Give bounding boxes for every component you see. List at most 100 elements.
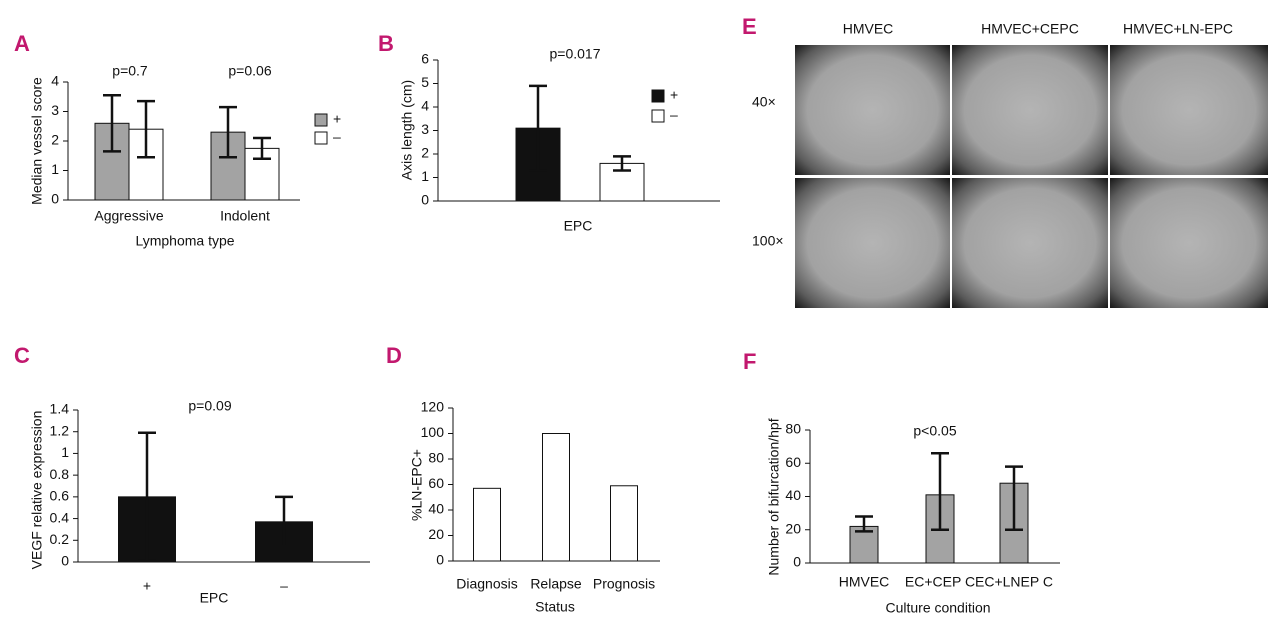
micrograph	[1110, 45, 1268, 175]
y-tick-label: 3	[421, 121, 429, 137]
y-tick-label: 120	[421, 399, 445, 415]
x-tick-label: –	[280, 578, 288, 594]
y-tick-label: 60	[428, 475, 444, 491]
legend-swatch	[314, 113, 328, 127]
panel-letter: A	[14, 31, 30, 56]
y-tick-label: 1.4	[50, 401, 70, 417]
y-axis-label: Median vessel score	[29, 77, 45, 205]
y-tick-label: 60	[785, 454, 801, 470]
y-tick-label: 2	[421, 145, 429, 161]
x-tick-label: EC+LNEP C	[975, 574, 1053, 590]
error-bar	[253, 136, 271, 160]
legend-label: +	[333, 111, 341, 127]
y-tick-label: 0	[51, 191, 59, 207]
y-tick-label: 0	[436, 552, 444, 568]
error-bar	[931, 452, 949, 531]
x-axis-label: EPC	[564, 218, 593, 234]
bar	[542, 433, 570, 562]
annotation: p=0.09	[188, 398, 231, 414]
x-axis-label: EPC	[200, 590, 229, 606]
micrograph	[1110, 178, 1268, 308]
panel-letter: E	[742, 14, 757, 39]
y-tick-label: 4	[51, 73, 59, 89]
error-bar	[275, 495, 293, 549]
legend-swatch	[651, 89, 665, 103]
x-axis-label: Status	[535, 599, 575, 615]
x-tick-label: Aggressive	[94, 208, 163, 224]
column-label: HMVEC+LN-EPC	[1123, 21, 1233, 37]
y-tick-label: 40	[428, 501, 444, 517]
y-tick-label: 100	[421, 424, 445, 440]
bar	[210, 131, 246, 201]
annotation: p=0.7	[112, 63, 148, 79]
y-tick-label: 4	[421, 98, 429, 114]
y-tick-label: 0	[793, 554, 801, 570]
bar	[473, 487, 501, 562]
legend-swatch	[314, 131, 328, 145]
y-tick-label: 1	[421, 168, 429, 184]
bar	[128, 128, 164, 201]
y-tick-label: 0.4	[50, 509, 70, 525]
bar	[610, 485, 638, 562]
x-axis-label: Culture condition	[885, 600, 990, 616]
error-bar	[529, 84, 547, 172]
legend-swatch	[651, 109, 665, 123]
legend-label: –	[333, 129, 341, 145]
error-bar	[138, 431, 156, 563]
panel-letter: C	[14, 343, 30, 368]
y-tick-label: 40	[785, 487, 801, 503]
y-tick-label: 20	[428, 526, 444, 542]
y-tick-label: 5	[421, 74, 429, 90]
y-axis-label: Axis length (cm)	[399, 80, 415, 180]
row-label: 40×	[752, 94, 776, 110]
x-tick-label: Relapse	[530, 576, 582, 592]
error-bar	[613, 155, 631, 172]
legend-label: –	[670, 107, 678, 123]
y-tick-label: 1	[51, 161, 59, 177]
micrograph	[795, 45, 950, 175]
annotation: p<0.05	[913, 423, 956, 439]
y-tick-label: 6	[421, 51, 429, 67]
x-tick-label: HMVEC	[839, 574, 890, 590]
annotation: p=0.06	[228, 63, 271, 79]
micrograph	[952, 178, 1108, 308]
y-tick-label: 2	[51, 132, 59, 148]
x-tick-label: EC+CEP C	[905, 574, 975, 590]
y-tick-label: 0.8	[50, 466, 70, 482]
row-label: 100×	[752, 233, 784, 249]
y-axis-label: %LN-EPC+	[409, 449, 425, 521]
error-bar	[103, 94, 121, 153]
y-tick-label: 80	[428, 450, 444, 466]
y-tick-label: 1	[61, 444, 69, 460]
y-tick-label: 1.2	[50, 422, 70, 438]
x-tick-label: +	[143, 578, 151, 594]
y-tick-label: 0	[421, 192, 429, 208]
y-tick-label: 80	[785, 421, 801, 437]
y-tick-label: 0.2	[50, 531, 70, 547]
x-axis-label: Lymphoma type	[135, 233, 234, 249]
panel-letter: D	[386, 343, 402, 368]
legend-label: +	[670, 87, 678, 103]
column-label: HMVEC+CEPC	[981, 21, 1079, 37]
panel-letter: F	[743, 349, 756, 374]
x-tick-label: Prognosis	[593, 576, 655, 592]
micrograph	[795, 178, 950, 308]
column-label: HMVEC	[843, 21, 894, 37]
y-tick-label: 3	[51, 102, 59, 118]
error-bar	[137, 99, 155, 159]
micrograph-panel: E HMVEC HMVEC+CEPC HMVEC+LN-EPC 40× 100×	[742, 14, 1270, 309]
y-axis-label: Number of bifurcation/hpf	[766, 418, 782, 575]
x-tick-label: Indolent	[220, 208, 270, 224]
annotation: p=0.017	[550, 46, 601, 62]
error-bar	[1005, 465, 1023, 531]
y-tick-label: 20	[785, 520, 801, 536]
panel-letter: B	[378, 31, 394, 56]
micrograph	[952, 45, 1108, 175]
y-tick-label: 0	[61, 553, 69, 569]
x-tick-label: Diagnosis	[456, 576, 517, 592]
error-bar	[219, 105, 237, 159]
error-bar	[855, 515, 873, 533]
y-axis-label: VEGF relative expression	[29, 411, 45, 570]
y-tick-label: 0.6	[50, 488, 70, 504]
